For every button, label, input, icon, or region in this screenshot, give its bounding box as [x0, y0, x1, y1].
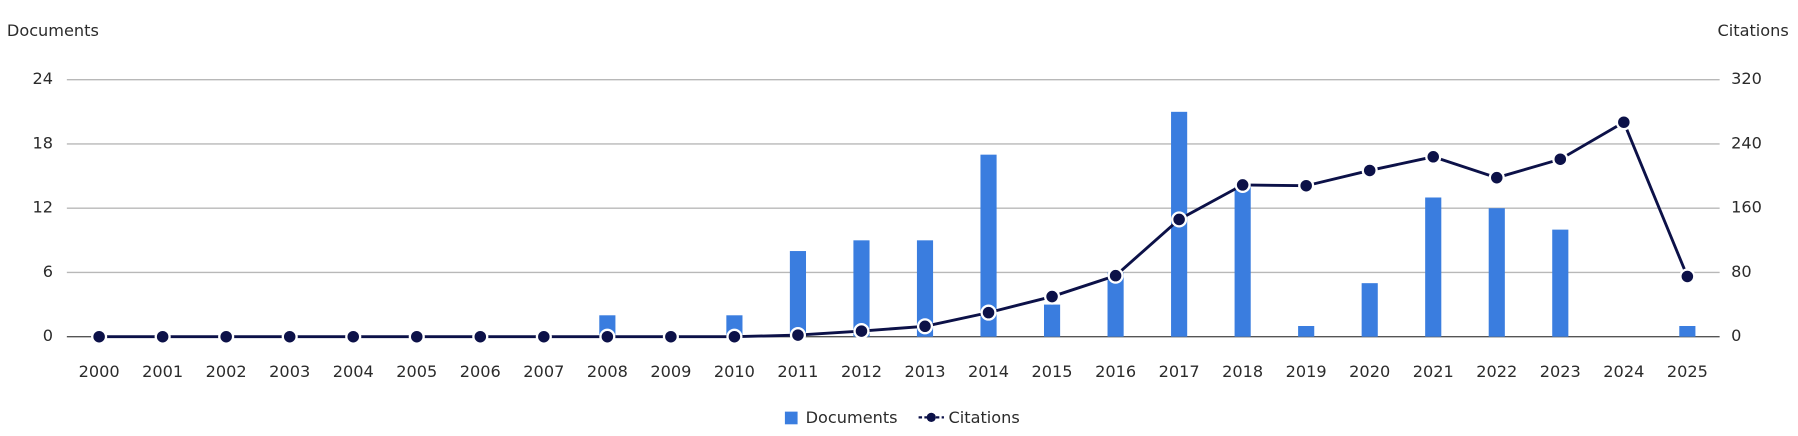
- y2-tick-label: 240: [1731, 133, 1762, 152]
- legend-label: Documents: [806, 408, 898, 427]
- y2-tick-label: 0: [1731, 326, 1741, 345]
- y-tick-label: 6: [43, 262, 53, 281]
- line-point: [1425, 148, 1442, 165]
- x-tick-label: 2025: [1667, 362, 1708, 381]
- line-point: [1043, 288, 1061, 305]
- line-point: [1298, 177, 1315, 194]
- y2-tick-label: 80: [1731, 262, 1752, 281]
- bar: [1361, 283, 1378, 337]
- y-axis-title: Documents: [7, 21, 99, 40]
- x-tick-label: 2007: [523, 362, 564, 381]
- line-point: [154, 328, 171, 345]
- line-point: [1615, 114, 1632, 131]
- line-point: [599, 328, 616, 345]
- y-tick-label: 18: [32, 133, 53, 152]
- x-tick-label: 2000: [79, 362, 120, 381]
- x-tick-label: 2023: [1540, 362, 1581, 381]
- x-tick-label: 2006: [460, 362, 501, 381]
- legend-label: Citations: [949, 408, 1020, 427]
- x-tick-label: 2015: [1032, 362, 1073, 381]
- bar: [980, 154, 997, 337]
- line-point: [980, 304, 997, 321]
- line-point: [345, 328, 362, 345]
- x-tick-label: 2013: [904, 362, 945, 381]
- y-tick-label: 12: [32, 198, 53, 217]
- line-point: [1361, 162, 1378, 179]
- x-tick-label: 2022: [1476, 362, 1517, 381]
- line-point: [408, 328, 425, 345]
- legend-swatch: [784, 411, 798, 425]
- x-tick-label: 2014: [968, 362, 1009, 381]
- line-point: [789, 327, 807, 344]
- y-tick-label: 0: [43, 326, 53, 345]
- bar: [1425, 197, 1442, 337]
- x-tick-label: 2010: [714, 362, 755, 381]
- x-tick-label: 2016: [1095, 362, 1136, 381]
- line-point: [472, 328, 489, 345]
- x-tick-label: 2003: [269, 362, 310, 381]
- line-point: [218, 328, 235, 345]
- line-point: [1552, 151, 1569, 168]
- x-tick-label: 2018: [1222, 362, 1263, 381]
- x-tick-label: 2011: [777, 362, 818, 381]
- y2-tick-label: 160: [1731, 198, 1762, 217]
- line-point: [91, 328, 108, 345]
- bar: [1107, 272, 1124, 337]
- x-tick-label: 2004: [333, 362, 374, 381]
- bar: [1488, 208, 1505, 337]
- x-tick-label: 2009: [650, 362, 691, 381]
- line-point: [916, 318, 934, 335]
- x-tick-label: 2002: [206, 362, 247, 381]
- y2-tick-label: 320: [1731, 69, 1762, 88]
- line-point: [1679, 268, 1696, 285]
- x-tick-label: 2008: [587, 362, 628, 381]
- bar: [853, 240, 870, 337]
- x-tick-label: 2001: [142, 362, 183, 381]
- line-point: [853, 323, 870, 340]
- bar: [1298, 326, 1315, 337]
- line-point: [662, 328, 679, 345]
- line-point: [1488, 169, 1505, 186]
- bar: [1552, 229, 1569, 337]
- x-tick-label: 2021: [1413, 362, 1454, 381]
- x-tick-label: 2005: [396, 362, 437, 381]
- bar: [1679, 326, 1696, 337]
- line: [99, 120, 1689, 339]
- line-point: [535, 328, 552, 345]
- line-point: [1107, 267, 1124, 284]
- bar: [1234, 186, 1251, 337]
- x-tick-label: 2019: [1286, 362, 1327, 381]
- line-point: [1171, 211, 1188, 228]
- bar: [916, 240, 934, 337]
- x-tick-label: 2024: [1603, 362, 1644, 381]
- x-tick-label: 2020: [1349, 362, 1390, 381]
- legend-swatch: [926, 412, 936, 423]
- x-tick-label: 2012: [841, 362, 882, 381]
- line-point: [726, 328, 743, 345]
- bar: [789, 251, 807, 337]
- bar: [1043, 304, 1061, 337]
- x-tick-label: 2017: [1159, 362, 1200, 381]
- y2-axis-title: Citations: [1718, 21, 1789, 40]
- y-tick-label: 24: [32, 69, 53, 88]
- line-point: [1234, 176, 1251, 193]
- line-point: [281, 328, 298, 345]
